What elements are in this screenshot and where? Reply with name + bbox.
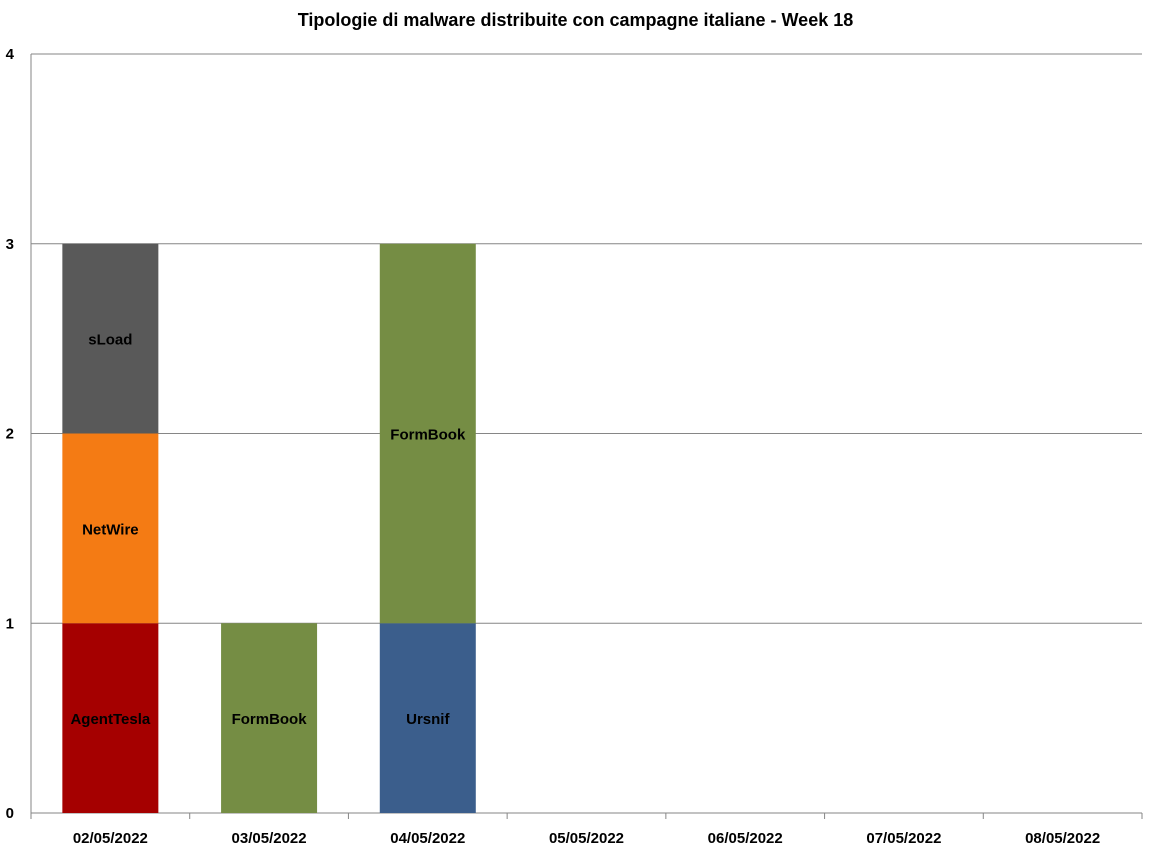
bar-segment <box>62 433 159 624</box>
x-tick-label: 08/05/2022 <box>1025 830 1100 847</box>
y-tick-label: 0 <box>6 805 14 822</box>
x-tick-label: 02/05/2022 <box>73 830 148 847</box>
data-label: NetWire <box>82 521 139 538</box>
x-tick-label: 03/05/2022 <box>232 830 307 847</box>
data-label: sLoad <box>88 332 132 349</box>
bar-segment <box>379 243 476 624</box>
x-tick-label: 06/05/2022 <box>708 830 783 847</box>
chart-title: Tipologie di malware distribuite con cam… <box>297 10 854 30</box>
data-label: FormBook <box>232 711 308 728</box>
x-tick-label: 04/05/2022 <box>390 830 465 847</box>
x-tick-label: 05/05/2022 <box>549 830 624 847</box>
y-tick-label: 3 <box>6 236 14 253</box>
y-tick-label: 1 <box>6 615 14 632</box>
data-label: Ursnif <box>406 711 450 728</box>
bar-segment <box>62 623 159 813</box>
bar-segment <box>62 243 159 434</box>
data-label: FormBook <box>390 427 466 444</box>
y-tick-label: 4 <box>6 46 15 63</box>
bar-segment <box>379 623 476 813</box>
bar-segment <box>221 623 318 813</box>
x-tick-label: 07/05/2022 <box>866 830 941 847</box>
y-tick-label: 2 <box>6 426 14 443</box>
data-label: AgentTesla <box>70 711 150 728</box>
